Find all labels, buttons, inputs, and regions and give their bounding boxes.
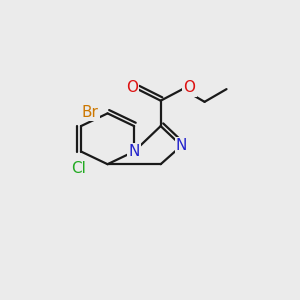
Text: Br: Br bbox=[82, 105, 99, 120]
Text: O: O bbox=[126, 80, 138, 95]
Text: N: N bbox=[128, 144, 140, 159]
Text: Cl: Cl bbox=[71, 161, 86, 176]
Text: O: O bbox=[184, 80, 196, 95]
Text: N: N bbox=[176, 138, 187, 153]
